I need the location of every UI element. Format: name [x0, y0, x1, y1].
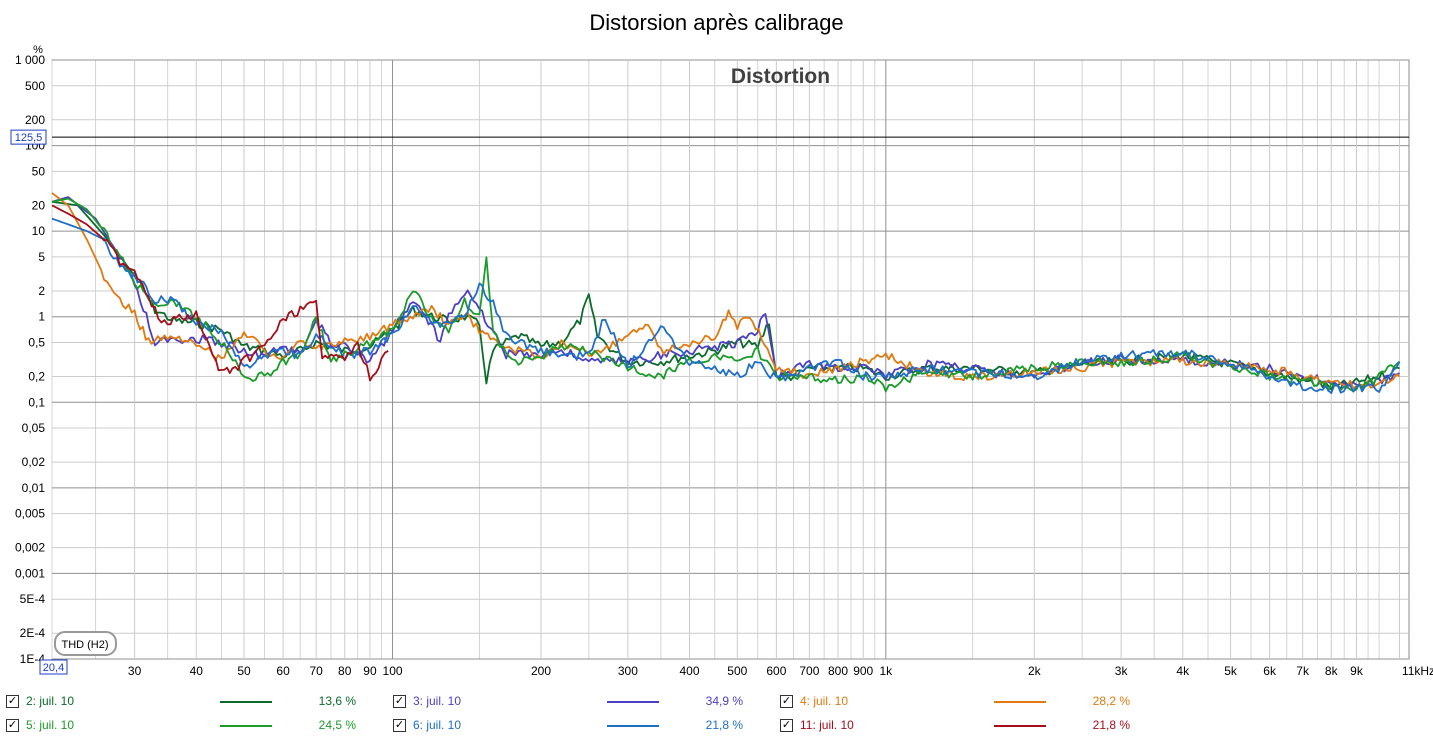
x-tick-label: 700 [799, 664, 819, 678]
legend-swatch [220, 725, 272, 727]
legend-label: 6: juil. 10 [413, 718, 462, 732]
y-tick-label: 0,02 [22, 455, 46, 469]
y-tick-label: 1 000 [15, 53, 45, 67]
x-tick-label: 3k [1115, 664, 1129, 678]
legend-value: 21,8 % [705, 718, 743, 732]
legend-item[interactable]: ✓ 5: juil. 10 24,5 % [6, 718, 376, 736]
legend-checkbox[interactable]: ✓ [393, 719, 406, 732]
legend-value: 21,8 % [1092, 718, 1130, 732]
x-tick-label: 900 [853, 664, 873, 678]
y-tick-label: 10 [32, 224, 46, 238]
x-tick-label: 9k [1350, 664, 1364, 678]
x-tick-label: 80 [338, 664, 352, 678]
y-tick-label: 2 [38, 284, 45, 298]
y-tick-label: 0,1 [28, 395, 45, 409]
x-tick-label: 6k [1263, 664, 1277, 678]
legend-swatch [220, 701, 272, 703]
series-line-1[interactable] [51, 200, 1400, 391]
legend-value: 13,6 % [318, 694, 356, 708]
x-tick-label: 200 [531, 664, 551, 678]
y-tick-label: 0,01 [22, 481, 46, 495]
chart-title: Distortion [731, 65, 830, 88]
series-line-5[interactable] [51, 217, 1401, 394]
cursor-y-readout-box [10, 129, 47, 145]
y-tick-label: 200 [25, 113, 45, 127]
legend-item[interactable]: ✓ 6: juil. 10 21,8 % [393, 718, 763, 736]
x-tick-label: 1k [879, 664, 893, 678]
y-tick-label: 2E-4 [20, 626, 46, 640]
y-tick-label: 0,005 [15, 507, 45, 521]
y-tick-label: 50 [32, 164, 46, 178]
legend-checkbox[interactable]: ✓ [780, 719, 793, 732]
y-tick-label: 0,002 [15, 541, 45, 555]
x-tick-label: 800 [828, 664, 848, 678]
x-tick-label: 40 [190, 664, 204, 678]
y-tick-label: 500 [25, 79, 45, 93]
legend-checkbox[interactable]: ✓ [6, 695, 19, 708]
x-tick-label: 8k [1325, 664, 1339, 678]
legend-label: 11: juil. 10 [800, 718, 854, 732]
y-tick-label: 1 [38, 310, 45, 324]
y-tick-label: 0,2 [28, 370, 45, 384]
series-line-6[interactable] [51, 204, 389, 382]
legend-swatch [607, 701, 659, 703]
legend-item[interactable]: ✓ 2: juil. 10 13,6 % [6, 694, 376, 712]
legend-label: 5: juil. 10 [26, 718, 75, 732]
y-axis-unit: % [33, 44, 43, 56]
y-tick-label: 0,05 [22, 421, 46, 435]
y-tick-label: 0,001 [15, 566, 45, 580]
x-tick-label: 2k [1028, 664, 1042, 678]
x-tick-label: 60 [276, 664, 290, 678]
x-tick-label: 300 [618, 664, 638, 678]
series-line-4[interactable] [51, 197, 1401, 393]
x-tick-label: 70 [309, 664, 323, 678]
x-tick-label: 7k [1296, 664, 1310, 678]
x-tick-label: 30 [128, 664, 142, 678]
x-tick-label: 50 [237, 664, 251, 678]
y-tick-label: 5E-4 [20, 592, 46, 606]
thd-badge-label: THD (H2) [61, 639, 108, 651]
cursor-x-readout-box [39, 659, 68, 675]
legend-swatch [607, 725, 659, 727]
legend-checkbox[interactable]: ✓ [780, 695, 793, 708]
legend-swatch [994, 701, 1046, 703]
legend-value: 28,2 % [1092, 694, 1130, 708]
legend-item[interactable]: ✓ 11: juil. 10 21,8 % [780, 718, 1150, 736]
thd-badge[interactable] [54, 631, 117, 656]
legend-item[interactable]: ✓ 4: juil. 10 28,2 % [780, 694, 1150, 712]
legend-value: 34,9 % [705, 694, 743, 708]
x-tick-label: 90 [363, 664, 377, 678]
x-tick-label: 11kHz [1402, 664, 1433, 678]
legend-label: 2: juil. 10 [26, 694, 75, 708]
page-title: Distorsion après calibrage [589, 10, 844, 35]
cursor-y-readout: 125,5 [15, 132, 43, 144]
x-tick-label: 100 [383, 664, 403, 678]
x-tick-label: 500 [727, 664, 747, 678]
x-tick-label: 600 [766, 664, 786, 678]
distortion-chart[interactable]: 1 000 500 200 100 50 20 10 5 2 1 0,5 0,2 0,1 0,05 0,02… [0, 0, 1433, 690]
x-tick-label: 5k [1224, 664, 1238, 678]
legend-label: 4: juil. 10 [800, 694, 849, 708]
y-tick-label: 1E-4 [20, 652, 46, 666]
legend-checkbox[interactable]: ✓ [6, 719, 19, 732]
legend-checkbox[interactable]: ✓ [393, 695, 406, 708]
legend-value: 24,5 % [318, 718, 356, 732]
legend-label: 3: juil. 10 [413, 694, 462, 708]
cursor-x-readout: 20,4 [43, 662, 64, 674]
x-tick-label: 400 [679, 664, 699, 678]
y-tick-label: 5 [38, 250, 45, 264]
legend-item[interactable]: ✓ 3: juil. 10 34,9 % [393, 694, 763, 712]
x-tick-label: 4k [1176, 664, 1190, 678]
y-tick-label: 0,5 [28, 335, 45, 349]
y-tick-label: 20 [32, 198, 46, 212]
legend-swatch [994, 725, 1046, 727]
